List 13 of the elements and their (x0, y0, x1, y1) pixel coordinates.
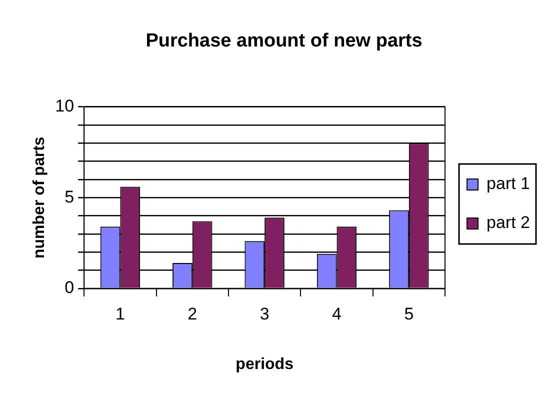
legend-label: part 2 (486, 213, 530, 232)
x-tick-label: 1 (115, 304, 125, 324)
chart-title: Purchase amount of new parts (146, 30, 422, 52)
y-tick-label: 0 (64, 278, 74, 298)
x-tick-label: 3 (260, 304, 270, 324)
y-tick-label: 5 (64, 187, 74, 206)
x-tick-label: 2 (188, 304, 198, 324)
y-tick-label: 10 (55, 96, 74, 116)
x-tick-label: 4 (332, 304, 342, 324)
x-axis-title: periods (236, 356, 294, 373)
x-tick-label: 5 (404, 304, 414, 324)
legend-label: part 1 (486, 174, 530, 194)
y-axis-title: number of parts (31, 136, 48, 258)
